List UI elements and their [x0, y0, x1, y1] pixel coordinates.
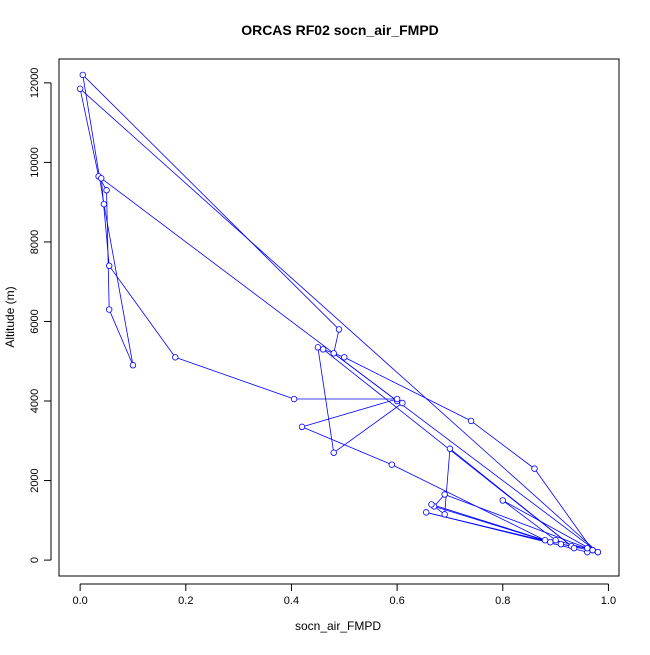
data-point	[499, 497, 506, 504]
x-tick-label: 0.4	[284, 595, 299, 607]
data-point	[319, 346, 327, 353]
series-segment	[433, 506, 551, 543]
x-axis-label: socn_air_FMPD	[295, 619, 381, 633]
data-point	[98, 175, 105, 182]
data-point	[557, 540, 565, 548]
data-point	[467, 417, 475, 425]
series-segment	[79, 88, 599, 553]
series-segment	[79, 88, 100, 177]
series-segment	[502, 500, 556, 541]
y-tick-label: 6000	[29, 309, 41, 333]
data-point	[547, 538, 554, 546]
data-point	[584, 544, 591, 552]
x-tick-label: 0.6	[389, 595, 404, 607]
data-point	[76, 85, 84, 93]
data-point	[531, 465, 538, 472]
y-tick-label: 2000	[29, 468, 41, 492]
x-tick-label: 0.0	[72, 595, 87, 607]
data-point	[552, 537, 559, 544]
series-segment	[426, 511, 551, 543]
data-point	[100, 200, 108, 208]
data-point	[446, 445, 454, 452]
data-point	[330, 449, 337, 456]
data-point	[441, 491, 448, 498]
x-tick-label: 0.8	[495, 595, 510, 607]
data-point	[393, 395, 401, 403]
data-point	[330, 350, 337, 357]
series-segment	[333, 402, 403, 454]
y-axis: 0 2000 4000 6000 8000 10000 12000	[29, 68, 52, 563]
series-segment	[175, 356, 295, 400]
series-segment	[444, 448, 451, 515]
series-segment	[317, 347, 335, 453]
data-point	[388, 461, 396, 468]
series-segment	[333, 329, 340, 354]
series-segment	[108, 265, 176, 358]
data-point	[428, 501, 435, 508]
y-tick-label: 4000	[29, 389, 41, 413]
data-point	[298, 423, 306, 431]
series-segment	[470, 420, 535, 469]
series-segment	[534, 468, 593, 551]
y-axis-label: Altitude (m)	[3, 286, 17, 347]
plot-frame	[58, 58, 620, 577]
y-tick-label: 12000	[29, 68, 41, 99]
series-segment	[108, 309, 134, 366]
data-point	[594, 548, 602, 556]
data-point	[79, 71, 86, 79]
series-segment	[301, 398, 398, 428]
series-segment	[103, 204, 134, 366]
data-point	[335, 326, 343, 333]
series-segment	[391, 464, 546, 541]
series-segment	[301, 426, 392, 466]
data-point	[570, 544, 578, 552]
series-segment	[101, 177, 599, 553]
series-segment	[431, 504, 546, 541]
x-tick-label: 1.0	[601, 595, 616, 607]
data-point	[105, 262, 113, 269]
data-point	[105, 306, 113, 313]
data-point	[589, 546, 596, 554]
chart-title: ORCAS RF02 socn_air_FMPD	[241, 22, 439, 38]
data-point	[441, 511, 448, 518]
series-segment	[82, 74, 340, 330]
x-axis: 0.0 0.2 0.4 0.6 0.8 1.0	[72, 583, 616, 607]
data-point	[172, 354, 179, 361]
data-point	[314, 344, 322, 351]
series-segment	[82, 74, 105, 205]
y-tick-label: 0	[29, 557, 41, 563]
series-segment	[100, 178, 110, 266]
y-tick-label: 8000	[29, 230, 41, 254]
series-layer	[76, 71, 602, 556]
y-tick-label: 10000	[29, 147, 41, 178]
data-point	[129, 362, 137, 369]
data-point	[103, 187, 110, 194]
x-tick-label: 0.2	[178, 595, 193, 607]
data-point	[341, 354, 348, 361]
series-segment	[502, 500, 593, 551]
data-point	[290, 395, 298, 403]
data-point	[422, 509, 430, 516]
data-point	[399, 399, 406, 407]
series-segment	[344, 356, 472, 422]
data-point	[541, 537, 549, 544]
